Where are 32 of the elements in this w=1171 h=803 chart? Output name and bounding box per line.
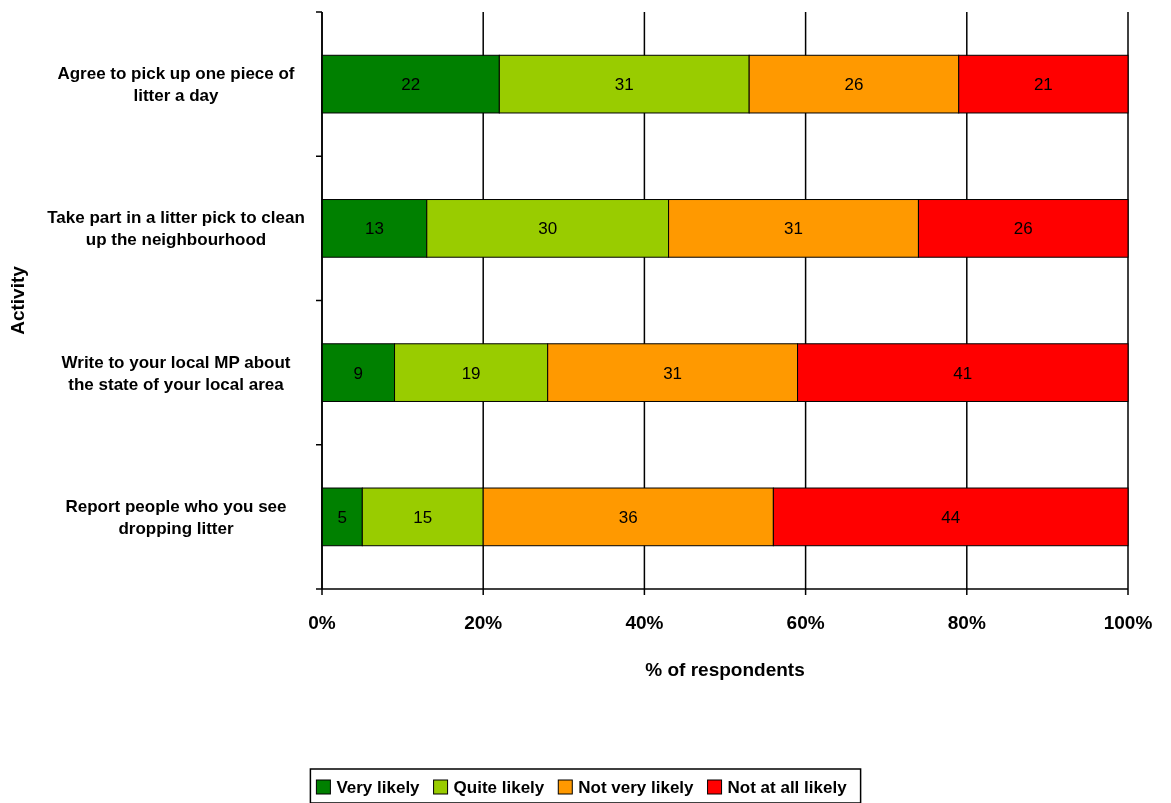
x-tick-label: 20% xyxy=(464,612,503,633)
legend-label: Very likely xyxy=(336,777,421,797)
data-label: 19 xyxy=(461,363,481,383)
data-label: 30 xyxy=(538,219,558,239)
x-axis-title: % of respondents xyxy=(645,659,805,680)
data-label: 9 xyxy=(353,363,363,383)
y-tick-label: Write to your local MP about the state of your local area xyxy=(61,352,291,394)
data-label: 22 xyxy=(401,75,421,95)
data-label: 31 xyxy=(663,363,683,383)
x-tick-label: 60% xyxy=(786,612,825,633)
x-tick-label: 100% xyxy=(1103,612,1153,633)
legend-label: Not very likely xyxy=(578,777,695,797)
legend-label: Not at all likely xyxy=(727,777,848,797)
data-label: 26 xyxy=(844,75,864,95)
data-label: 31 xyxy=(784,219,803,239)
y-tick-label: Report people who you see dropping litter xyxy=(65,496,287,538)
data-label: 44 xyxy=(941,507,961,527)
x-tick-label: 40% xyxy=(625,612,664,633)
x-tick-label: 0% xyxy=(308,612,336,633)
y-tick-label: Agree to pick up one piece of litter a day xyxy=(57,64,295,106)
data-label: 15 xyxy=(413,507,433,527)
y-axis-title: Activity xyxy=(7,265,28,335)
data-label: 31 xyxy=(614,75,634,95)
data-label: 26 xyxy=(1013,219,1033,239)
data-label: 5 xyxy=(337,507,347,527)
y-tick-label: Take part in a litter pick to clean up the neighbourhood xyxy=(47,208,305,250)
x-tick-label: 80% xyxy=(947,612,986,633)
data-label: 21 xyxy=(1033,75,1053,95)
data-label: 36 xyxy=(618,507,638,527)
data-label: 41 xyxy=(953,363,973,383)
data-label: 13 xyxy=(364,219,384,239)
legend-label: Quite likely xyxy=(453,777,545,797)
